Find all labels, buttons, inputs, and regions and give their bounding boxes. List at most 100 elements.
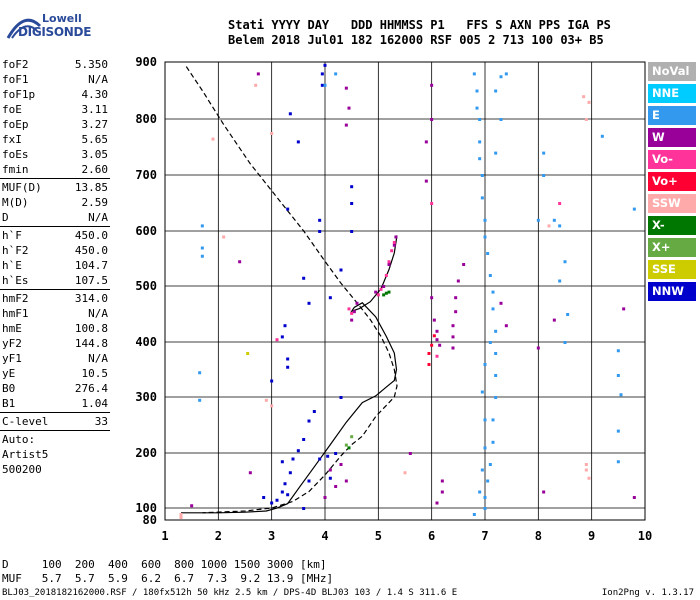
echo-point-ssw (222, 235, 226, 239)
echo-point-e (494, 374, 498, 377)
logo-text-digisonde: DIGISONDE (18, 25, 92, 39)
echo-point-e (558, 279, 562, 283)
echo-point-ssw (264, 398, 268, 402)
echo-point-w (462, 263, 466, 266)
echo-point-e (542, 174, 546, 177)
y-tick-label: 400 (135, 335, 157, 349)
param-name: Artist5 (2, 448, 49, 461)
muf-value-row: MUF 5.7 5.7 5.9 6.2 6.7 7.3 9.2 13.9 [MH… (2, 572, 334, 585)
echo-point-e (491, 440, 495, 444)
param-value: N/A (88, 211, 108, 224)
echo-point-e (483, 507, 487, 510)
echo-point-ssw (403, 471, 407, 475)
echo-point-w (355, 301, 359, 305)
echo-point-nnw (288, 112, 292, 116)
echo-point-w (339, 463, 343, 466)
param-row: 500200 (0, 462, 112, 477)
curve-profile (185, 66, 398, 514)
echo-point-vo- (390, 249, 394, 253)
param-name: Auto: (2, 433, 36, 446)
param-name: 500200 (2, 463, 42, 476)
echo-point-e (486, 479, 490, 483)
echo-point-nnw (302, 276, 306, 280)
echo-point-nnw (339, 396, 343, 399)
echo-point-e (542, 151, 546, 155)
param-name: foF1p (2, 88, 36, 101)
echo-point-nnw (280, 335, 284, 339)
echo-point-nnw (323, 63, 327, 67)
echo-point-e (600, 134, 604, 138)
echo-point-nnw (296, 140, 300, 144)
echo-point-nnw (307, 419, 311, 423)
x-tick-label: 5 (375, 529, 382, 543)
echo-point-e (616, 349, 620, 353)
echo-point-e (198, 371, 202, 375)
param-value: 2.60 (81, 163, 109, 176)
echo-point-nnw (286, 357, 290, 361)
legend-item-vo-: Vo+ (648, 172, 696, 191)
echo-point-e (616, 374, 620, 377)
echo-point-nnw (291, 457, 295, 461)
muf-table: D 100 200 400 600 800 1000 1500 3000 [km… (2, 558, 333, 586)
echo-point-w (430, 118, 434, 121)
echo-point-vo- (432, 334, 436, 338)
param-value: 5.350 (74, 58, 108, 71)
logo-text-lowell: Lowell (42, 12, 82, 25)
echo-point-w (552, 318, 556, 322)
echo-point-w (435, 501, 439, 505)
echo-point-w (238, 260, 242, 264)
echo-point-e (494, 352, 498, 355)
echo-point-w (454, 296, 458, 300)
legend: NoVal NNE E W Vo- Vo+ SSW X- X+ SSE NNW (648, 62, 696, 304)
echo-point-e (488, 274, 492, 277)
param-row: B0 276.4 (0, 381, 112, 396)
echo-point-ssw (582, 95, 586, 99)
param-value: 144.8 (74, 337, 108, 350)
x-tick-label: 2 (215, 529, 222, 543)
echo-point-e (488, 341, 492, 344)
echo-point-nnw (350, 185, 354, 189)
param-row: foEp 3.27 (0, 117, 112, 132)
param-value: 5.65 (81, 133, 109, 146)
echo-point-nnw (280, 460, 284, 464)
echo-point-w (424, 179, 428, 183)
echo-point-w (451, 346, 455, 350)
echo-point-w (328, 468, 332, 472)
echo-point-e (494, 89, 498, 93)
y-tick-label: 100 (135, 501, 157, 515)
echo-point-nnw (318, 457, 322, 461)
echo-point-e (563, 260, 567, 264)
echo-point-nnw (326, 454, 330, 458)
param-row: h`E 104.7 (0, 258, 112, 273)
param-name: yE (2, 367, 16, 380)
y-tick-label: 300 (135, 390, 157, 404)
echo-point-w (504, 324, 508, 328)
param-name: hmF2 (2, 292, 29, 305)
echo-point-e (480, 196, 484, 200)
param-name: foF1 (2, 73, 29, 86)
echo-point-w (352, 310, 356, 314)
echo-point-vo- (558, 202, 562, 205)
echo-point-nnw (307, 479, 311, 483)
param-value: 33 (94, 415, 108, 428)
echo-point-w (622, 307, 626, 311)
param-row: hmF1 N/A (0, 306, 112, 321)
legend-item-vo-: Vo- (648, 150, 696, 169)
echo-point-vo- (384, 274, 388, 277)
param-name: yF1 (2, 352, 22, 365)
echo-point-e (558, 224, 562, 228)
echo-point-w (392, 243, 396, 247)
param-name: h`F2 (2, 244, 29, 257)
param-value: 104.7 (74, 259, 108, 272)
param-row: hmE 100.8 (0, 321, 112, 336)
echo-point-e (483, 235, 487, 239)
echo-point-vo- (379, 287, 383, 291)
x-tick-label: 7 (481, 529, 488, 543)
plot-frame (164, 61, 646, 521)
y-tick-label: 800 (135, 112, 157, 126)
echo-point-nnw (328, 476, 332, 480)
y-tick-label: 900 (135, 55, 157, 69)
echo-point-x- (344, 443, 348, 447)
param-row: fmin 2.60 (0, 162, 112, 177)
echo-point-nnw (339, 268, 343, 272)
